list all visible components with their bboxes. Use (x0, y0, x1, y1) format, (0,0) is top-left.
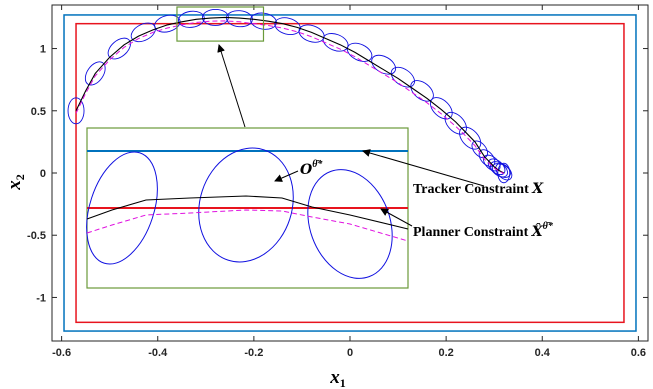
svg-text:Planner Constraint X̂θ̄*: Planner Constraint X̂θ̄* (413, 221, 554, 240)
trajectory-lines (75, 16, 505, 175)
x-axis-label: x1 (329, 367, 346, 389)
ellipse-symbol: O (300, 162, 313, 178)
svg-text:x2: x2 (4, 174, 27, 191)
y-tick-label: 0.5 (31, 106, 46, 118)
x-tick-label: -0.6 (52, 347, 71, 359)
annotation-ellipse: Oθ̄* (274, 159, 323, 182)
annotation-tracker: Tracker Constraint X (362, 149, 544, 197)
planned-trajectory-line (75, 20, 505, 175)
tracker-label: Tracker Constraint (413, 182, 532, 197)
tube-ellipse (497, 162, 511, 184)
tube-ellipse (67, 97, 85, 125)
tube-ellipse (471, 140, 489, 159)
x-tick-label: 0.2 (438, 347, 453, 359)
annotation-planner: Planner Constraint X̂θ̄* (380, 208, 554, 240)
y-axis-label-subscript: 2 (13, 174, 27, 180)
y-tick-label: -1 (36, 292, 46, 304)
planner-symbol: X̂ (531, 222, 544, 240)
inset-ellipse (86, 151, 158, 265)
planner-constraint-box (75, 22, 625, 324)
tube-ellipse (495, 163, 513, 181)
ellipse-superscript: θ̄* (312, 159, 323, 170)
inset-planned-trajectory-line (86, 209, 409, 242)
x-tick-label: 0.6 (631, 347, 646, 359)
x-tick-label: -0.2 (244, 347, 263, 359)
ellipse-arrow (274, 170, 299, 182)
planner-superscript: θ̄* (543, 221, 554, 232)
tube-ellipse (274, 17, 301, 36)
y-tick-label: 0 (40, 168, 46, 180)
plot-area (51, 4, 649, 342)
tube-ellipse (84, 61, 106, 86)
tracker-constraint-box (63, 14, 637, 332)
svg-text:Tracker Constraint X: Tracker Constraint X (413, 181, 544, 197)
zoom-inset (86, 6, 409, 289)
y-axis-label: x2 (4, 174, 27, 191)
y-axis-ticks: -1 -0.5 0 0.5 1 (27, 44, 648, 304)
tube-ellipse (154, 14, 181, 33)
svg-text:x1: x1 (329, 367, 346, 389)
tube-ellipse (390, 66, 415, 88)
x-tick-label: 0 (347, 347, 353, 359)
x-axis-label-subscript: 1 (340, 376, 346, 389)
constraint-boxes (63, 14, 637, 332)
trajectory-line (75, 16, 505, 174)
planner-arrow (380, 208, 413, 227)
tube-ellipse (178, 10, 205, 28)
inset-ellipse (198, 147, 294, 263)
tube-ellipse (346, 42, 373, 62)
x-tick-label: 0.4 (535, 347, 551, 359)
x-tick-label: -0.4 (148, 347, 168, 359)
zoom-source-box (176, 6, 265, 42)
x-axis-ticks: -0.6 -0.4 -0.2 0 0.2 0.4 0.6 (52, 5, 646, 359)
tracker-arrow (362, 149, 485, 187)
inset-trajectory-line (86, 195, 409, 230)
zoom-arrow (217, 44, 246, 128)
y-tick-label: 1 (40, 44, 46, 56)
x-axis-label-main: x (329, 367, 340, 388)
planner-label: Planner Constraint (413, 225, 532, 240)
svg-text:Oθ̄*: Oθ̄* (300, 159, 323, 178)
y-axis-label-main: x (4, 180, 25, 191)
tracker-symbol: X (531, 181, 544, 197)
y-tick-label: -0.5 (27, 230, 46, 242)
